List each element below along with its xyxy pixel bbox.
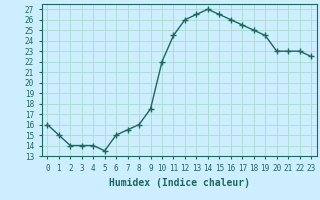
X-axis label: Humidex (Indice chaleur): Humidex (Indice chaleur) — [109, 178, 250, 188]
